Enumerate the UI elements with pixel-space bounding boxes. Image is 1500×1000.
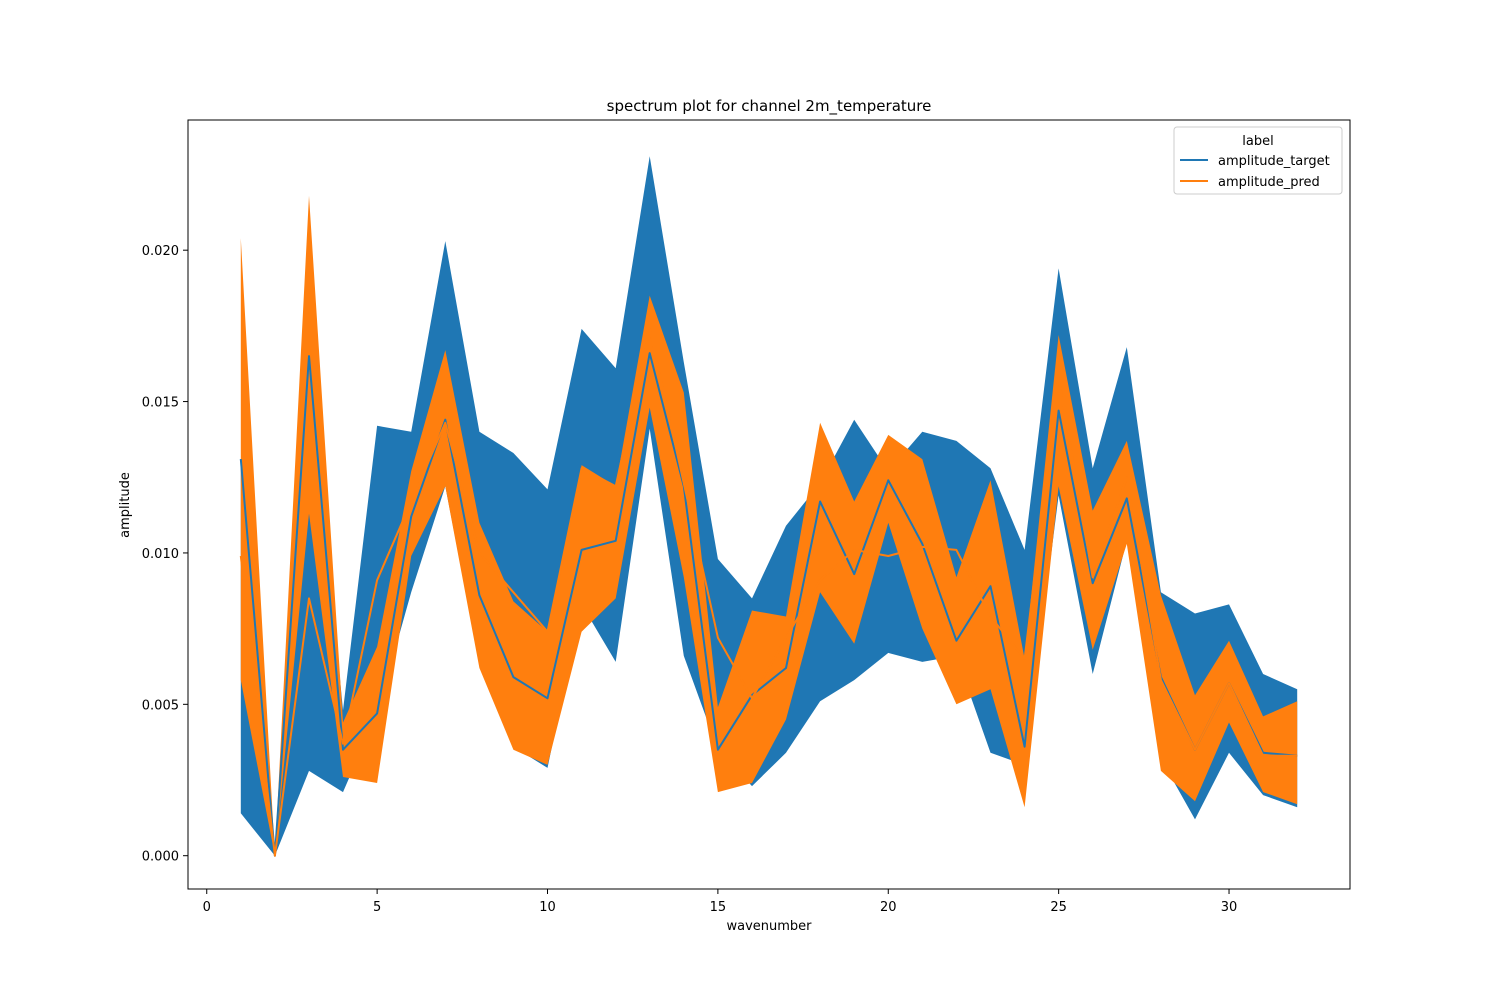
legend-box bbox=[1173, 126, 1343, 195]
y-tick-label: 0.000 bbox=[142, 850, 179, 865]
series-lines bbox=[239, 327, 1298, 857]
y-tick-label: 0.020 bbox=[142, 244, 179, 259]
y-tick-label: 0.015 bbox=[142, 396, 179, 411]
x-axis-ticks: 0 5 10 15 20 25 30 bbox=[203, 889, 1238, 915]
band-amplitude-pred bbox=[240, 195, 1298, 856]
confidence-bands bbox=[240, 156, 1298, 856]
y-axis-ticks: 0.000 0.005 0.010 0.015 0.020 bbox=[142, 244, 188, 865]
line-amplitude-pred bbox=[239, 327, 1298, 857]
chart-title: spectrum plot for channel 2m_temperature bbox=[607, 97, 932, 116]
x-tick-label: 10 bbox=[539, 900, 556, 915]
x-tick-label: 25 bbox=[1050, 900, 1067, 915]
x-axis-label: wavenumber bbox=[726, 919, 812, 934]
x-tick-label: 20 bbox=[880, 900, 897, 915]
x-tick-label: 30 bbox=[1221, 900, 1238, 915]
y-tick-label: 0.010 bbox=[142, 547, 179, 562]
x-tick-label: 0 bbox=[203, 900, 211, 915]
line-amplitude-target bbox=[239, 352, 1298, 857]
legend: label amplitude_target amplitude_pred bbox=[1173, 126, 1343, 195]
y-axis-label: amplitude bbox=[118, 472, 133, 538]
x-tick-label: 5 bbox=[373, 900, 381, 915]
y-tick-label: 0.005 bbox=[142, 698, 179, 713]
legend-label-amplitude-pred: amplitude_pred bbox=[1218, 175, 1320, 190]
legend-title: label bbox=[1242, 134, 1273, 149]
plot-frame bbox=[187, 119, 1351, 890]
legend-label-amplitude-target: amplitude_target bbox=[1218, 154, 1330, 169]
x-tick-label: 15 bbox=[710, 900, 727, 915]
